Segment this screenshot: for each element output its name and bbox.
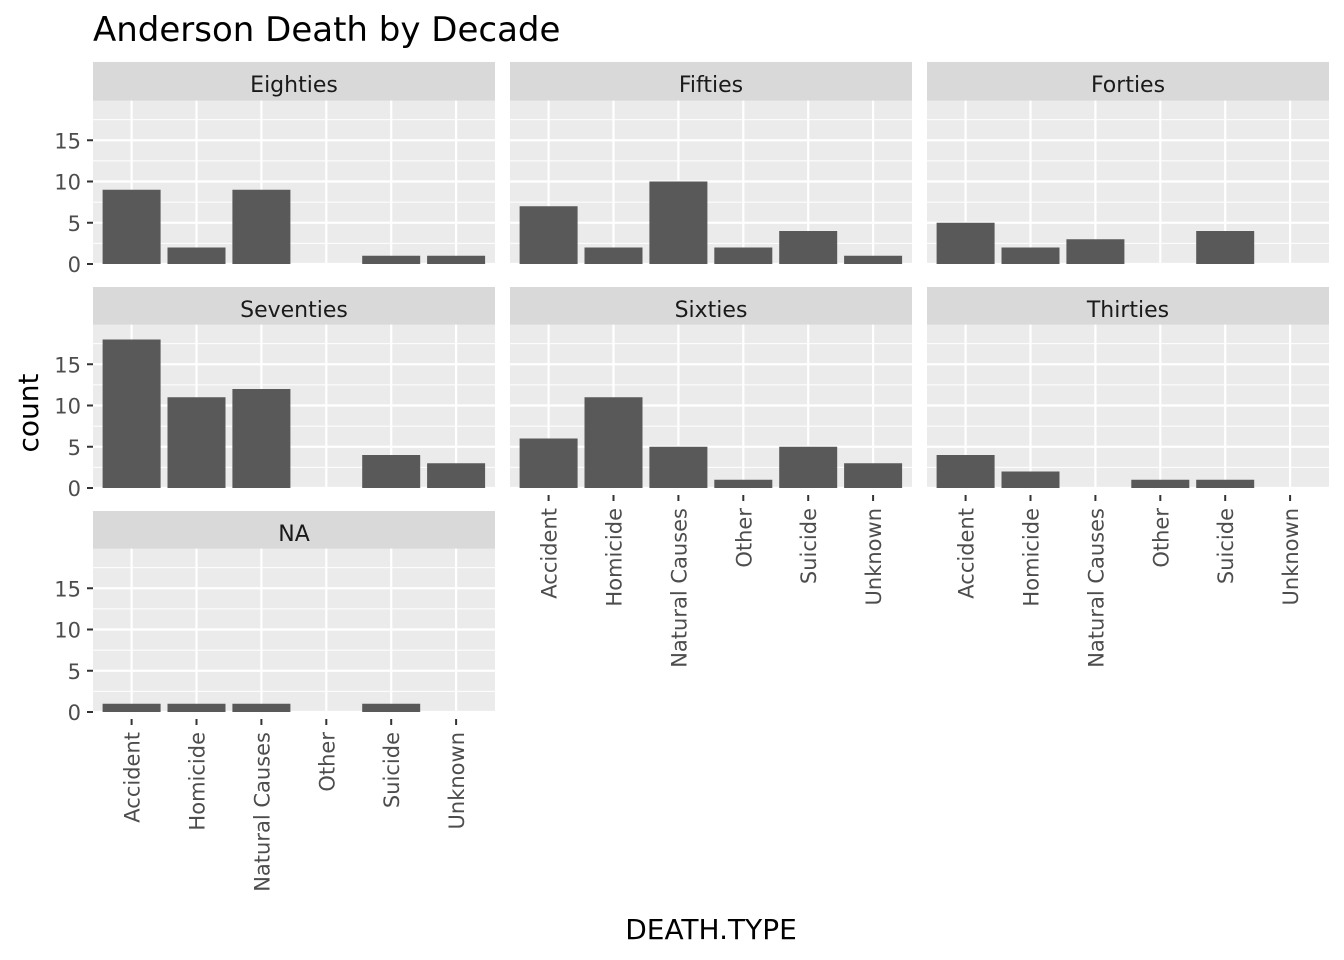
x-axis-title: DEATH.TYPE bbox=[625, 913, 797, 946]
bar-homicide bbox=[1001, 471, 1060, 488]
bar-suicide bbox=[779, 231, 838, 264]
x-tick-label: Other bbox=[315, 732, 339, 792]
bar-homicide bbox=[167, 397, 226, 488]
facet-strip bbox=[93, 62, 495, 107]
x-tick-label: Accident bbox=[955, 508, 979, 599]
bar-other bbox=[714, 479, 773, 488]
bar-suicide bbox=[1196, 479, 1255, 488]
bar-homicide bbox=[167, 247, 226, 264]
facet-strip bbox=[927, 62, 1329, 107]
bar-unknown bbox=[844, 463, 903, 488]
bar-homicide bbox=[584, 397, 643, 488]
facet-panel-thirties: Thirties Accident Homicide Natural Causes Ot… bbox=[927, 287, 1329, 668]
y-tick-label: 5 bbox=[68, 212, 81, 236]
bar-accident bbox=[936, 222, 995, 264]
facet-panel-forties: Forties bbox=[927, 62, 1329, 266]
x-tick-label: Homicide bbox=[186, 732, 210, 831]
bar-other bbox=[714, 247, 773, 264]
facet-strip-label: Seventies bbox=[240, 298, 348, 323]
bar-homicide bbox=[1001, 247, 1060, 264]
facet-strip-label: Thirties bbox=[1086, 298, 1169, 323]
facet-strip bbox=[93, 287, 495, 332]
bar-suicide bbox=[1196, 231, 1255, 264]
bar-homicide bbox=[584, 247, 643, 264]
y-tick-label: 0 bbox=[68, 701, 81, 725]
y-tick-label: 15 bbox=[54, 577, 81, 601]
x-tick-label: Natural Causes bbox=[250, 732, 274, 892]
y-tick-label: 10 bbox=[54, 395, 81, 419]
chart-title: Anderson Death by Decade bbox=[93, 10, 560, 50]
facet-panel-sixties: Sixties Accident Homicide Natural Causes Oth… bbox=[510, 287, 912, 668]
facet-strip-label: Sixties bbox=[675, 298, 748, 323]
bar-suicide bbox=[362, 703, 421, 712]
x-tick-label: Natural Causes bbox=[667, 508, 691, 668]
bar-homicide bbox=[167, 703, 226, 712]
facet-strip bbox=[927, 287, 1329, 332]
bar-accident bbox=[102, 339, 161, 488]
bar-unknown bbox=[844, 255, 903, 264]
x-tick-label: Suicide bbox=[797, 508, 821, 584]
facet-strip bbox=[510, 287, 912, 332]
bar-natural-causes bbox=[232, 189, 291, 264]
facet-panels: Eighties 0 5 10 15 Fifties Forties Seventies 0 5 1… bbox=[54, 62, 1329, 892]
facet-panel-na: NA 0 5 10 15 Accident Homicide Natural Causes Ot… bbox=[54, 511, 495, 892]
x-tick-label: Suicide bbox=[380, 732, 404, 808]
y-axis-title: count bbox=[12, 373, 45, 452]
bar-accident bbox=[936, 455, 995, 488]
x-tick-label: Other bbox=[732, 508, 756, 568]
facet-panel-eighties: Eighties 0 5 10 15 bbox=[54, 62, 495, 277]
facet-strip-label: NA bbox=[278, 522, 310, 547]
y-tick-label: 5 bbox=[68, 660, 81, 684]
y-tick-label: 0 bbox=[68, 253, 81, 277]
facet-strip-label: Fifties bbox=[679, 73, 743, 98]
x-tick-label: Other bbox=[1149, 508, 1173, 568]
bar-unknown bbox=[427, 463, 486, 488]
facet-panel-fifties: Fifties bbox=[510, 62, 912, 266]
y-tick-label: 10 bbox=[54, 171, 81, 195]
y-tick-label: 10 bbox=[54, 619, 81, 643]
facet-strip bbox=[510, 62, 912, 107]
y-tick-label: 0 bbox=[68, 477, 81, 501]
y-tick-label: 15 bbox=[54, 129, 81, 153]
bar-accident bbox=[519, 438, 578, 488]
x-tick-label: Natural Causes bbox=[1084, 508, 1108, 668]
bar-unknown bbox=[427, 255, 486, 264]
facet-strip-label: Eighties bbox=[250, 73, 338, 98]
x-tick-label: Accident bbox=[121, 732, 145, 823]
facet-panel-seventies: Seventies 0 5 10 15 bbox=[54, 287, 495, 501]
bar-suicide bbox=[362, 455, 421, 488]
x-tick-label: Suicide bbox=[1214, 508, 1238, 584]
facet-strip bbox=[93, 511, 495, 556]
x-tick-label: Homicide bbox=[1020, 508, 1044, 607]
bar-suicide bbox=[362, 255, 421, 264]
bar-other bbox=[1131, 479, 1190, 488]
x-tick-label: Homicide bbox=[603, 508, 627, 607]
facet-strip-label: Forties bbox=[1091, 73, 1165, 98]
x-tick-label: Unknown bbox=[1279, 508, 1303, 605]
bar-natural-causes bbox=[649, 446, 708, 488]
y-tick-label: 15 bbox=[54, 353, 81, 377]
x-tick-label: Unknown bbox=[445, 732, 469, 829]
bar-natural-causes bbox=[649, 181, 708, 264]
x-tick-label: Unknown bbox=[862, 508, 886, 605]
bar-accident bbox=[102, 703, 161, 712]
bar-natural-causes bbox=[232, 703, 291, 712]
bar-accident bbox=[519, 206, 578, 264]
bar-accident bbox=[102, 189, 161, 264]
bar-suicide bbox=[779, 446, 838, 488]
bar-natural-causes bbox=[1066, 239, 1125, 264]
bar-natural-causes bbox=[232, 389, 291, 488]
x-tick-label: Accident bbox=[538, 508, 562, 599]
y-tick-label: 5 bbox=[68, 436, 81, 460]
